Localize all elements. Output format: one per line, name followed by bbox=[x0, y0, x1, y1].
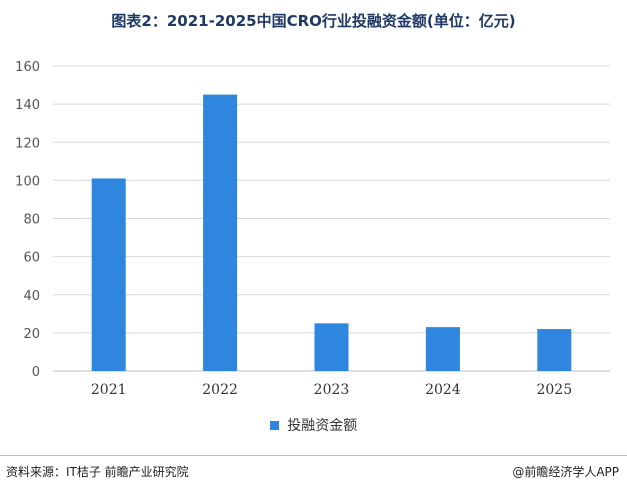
legend-label: 投融资金额 bbox=[287, 418, 358, 434]
source-note: 资料来源：IT桔子 前瞻产业研究院 bbox=[6, 465, 189, 479]
brand-credit: @前瞻经济学人APP bbox=[512, 465, 619, 479]
x-tick-label: 2025 bbox=[536, 382, 572, 398]
footer-divider bbox=[0, 455, 627, 456]
y-tick-label: 80 bbox=[23, 213, 40, 228]
bar-2023 bbox=[314, 323, 349, 371]
y-tick-label: 140 bbox=[15, 98, 40, 113]
bar-2021 bbox=[91, 178, 126, 371]
y-tick-label: 20 bbox=[23, 327, 40, 342]
y-tick-label: 120 bbox=[15, 136, 40, 151]
legend: 投融资金额 bbox=[0, 415, 627, 435]
bars bbox=[91, 94, 572, 371]
x-tick-label: 2024 bbox=[425, 382, 461, 398]
chart-title: 图表2：2021-2025中国CRO行业投融资金额(单位：亿元) bbox=[111, 12, 516, 30]
y-tick-label: 0 bbox=[32, 365, 40, 380]
x-tick-label: 2023 bbox=[314, 382, 350, 398]
y-tick-label: 160 bbox=[15, 60, 40, 75]
y-tick-label: 40 bbox=[23, 289, 40, 304]
x-axis-ticks: 2021 2022 2023 2024 2025 bbox=[91, 382, 572, 398]
y-tick-label: 60 bbox=[23, 251, 40, 266]
bar-2024 bbox=[425, 327, 460, 371]
y-tick-label: 100 bbox=[15, 174, 40, 189]
y-axis-ticks: 0 20 40 60 80 100 120 140 160 bbox=[15, 60, 40, 380]
bar-2025 bbox=[537, 329, 572, 371]
bar-2022 bbox=[203, 94, 238, 371]
x-tick-label: 2021 bbox=[91, 382, 127, 398]
x-tick-label: 2022 bbox=[202, 382, 238, 398]
legend-swatch bbox=[269, 420, 279, 430]
